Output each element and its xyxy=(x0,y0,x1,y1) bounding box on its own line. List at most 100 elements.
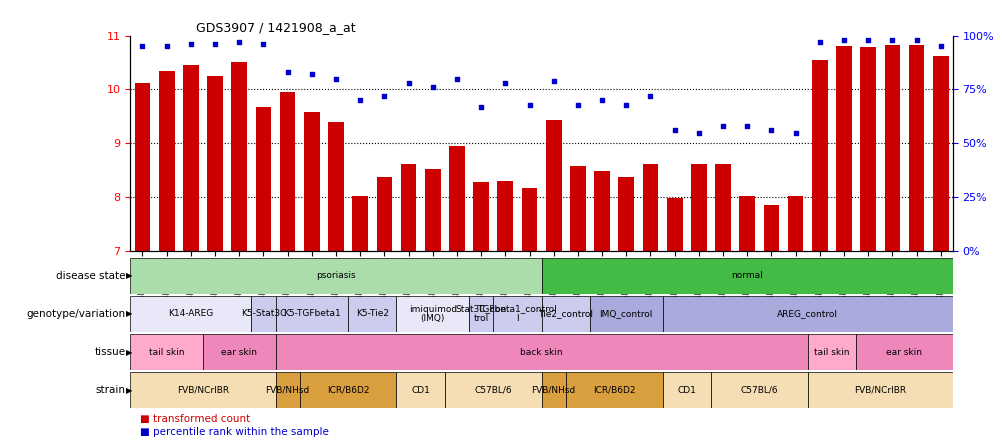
Text: ear skin: ear skin xyxy=(221,348,257,357)
Text: normal: normal xyxy=(730,271,763,280)
Point xyxy=(738,123,755,130)
Text: tail skin: tail skin xyxy=(148,348,184,357)
Bar xyxy=(276,372,300,408)
Text: ICR/B6D2: ICR/B6D2 xyxy=(327,386,369,395)
Bar xyxy=(541,296,589,332)
Bar xyxy=(541,258,952,294)
Point xyxy=(206,40,222,48)
Text: ICR/B6D2: ICR/B6D2 xyxy=(592,386,635,395)
Bar xyxy=(666,198,681,251)
Point xyxy=(714,123,730,130)
Bar xyxy=(710,372,807,408)
Text: ▶: ▶ xyxy=(126,309,132,318)
Bar xyxy=(376,177,392,251)
Bar xyxy=(812,60,827,251)
Point xyxy=(545,77,561,84)
Bar xyxy=(328,122,344,251)
Bar xyxy=(280,92,296,251)
Text: K5-Stat3C: K5-Stat3C xyxy=(240,309,286,318)
Text: FVB/NHsd: FVB/NHsd xyxy=(266,386,310,395)
Bar xyxy=(256,107,271,251)
Bar xyxy=(182,65,198,251)
Point xyxy=(569,101,585,108)
Text: imiquimod
(IMQ): imiquimod (IMQ) xyxy=(408,305,456,323)
Point xyxy=(304,71,320,78)
Point xyxy=(811,39,827,46)
Text: strain: strain xyxy=(95,385,125,395)
Bar xyxy=(932,56,948,251)
Bar xyxy=(642,164,657,251)
Text: TGFbeta1_control
l: TGFbeta1_control l xyxy=(477,305,557,323)
Text: C57BL/6: C57BL/6 xyxy=(474,386,512,395)
Bar xyxy=(589,296,662,332)
Point xyxy=(328,75,344,82)
Bar xyxy=(130,334,202,370)
Point xyxy=(424,84,440,91)
Bar xyxy=(425,169,440,251)
Text: FVB/NHsd: FVB/NHsd xyxy=(531,386,575,395)
Point xyxy=(835,36,851,44)
Text: psoriasis: psoriasis xyxy=(316,271,356,280)
Bar xyxy=(884,45,900,251)
Point xyxy=(280,69,296,76)
Bar xyxy=(569,166,585,251)
Text: Stat3C_con
trol: Stat3C_con trol xyxy=(455,305,506,323)
Text: back skin: back skin xyxy=(520,348,562,357)
Bar xyxy=(134,83,150,251)
Point xyxy=(231,39,247,46)
Bar xyxy=(304,112,320,251)
Bar xyxy=(276,334,807,370)
Bar xyxy=(738,196,755,251)
Text: genotype/variation: genotype/variation xyxy=(26,309,125,319)
Bar xyxy=(276,296,348,332)
Bar xyxy=(130,296,252,332)
Text: tail skin: tail skin xyxy=(814,348,849,357)
Text: ear skin: ear skin xyxy=(886,348,922,357)
Text: CD1: CD1 xyxy=(411,386,430,395)
Text: IMQ_control: IMQ_control xyxy=(599,309,652,318)
Bar xyxy=(714,164,730,251)
Bar xyxy=(836,46,851,251)
Bar xyxy=(763,206,779,251)
Bar xyxy=(787,196,803,251)
Point xyxy=(497,79,513,87)
Bar xyxy=(252,296,276,332)
Text: ▶: ▶ xyxy=(126,271,132,280)
Bar xyxy=(807,334,856,370)
Text: tissue: tissue xyxy=(94,347,125,357)
Bar xyxy=(348,296,396,332)
Bar xyxy=(396,296,469,332)
Bar xyxy=(856,334,952,370)
Bar xyxy=(473,182,489,251)
Point xyxy=(521,101,537,108)
Point xyxy=(256,40,272,48)
Point xyxy=(617,101,633,108)
Point xyxy=(690,129,706,136)
Bar xyxy=(662,296,952,332)
Text: K14-AREG: K14-AREG xyxy=(168,309,213,318)
Text: Tie2_control: Tie2_control xyxy=(538,309,593,318)
Point xyxy=(908,36,924,44)
Point xyxy=(376,92,392,99)
Text: ▶: ▶ xyxy=(126,386,132,395)
Bar xyxy=(541,372,565,408)
Text: FVB/NCrIBR: FVB/NCrIBR xyxy=(854,386,906,395)
Bar xyxy=(860,48,875,251)
Bar xyxy=(396,372,445,408)
Point xyxy=(642,92,658,99)
Text: K5-TGFbeta1: K5-TGFbeta1 xyxy=(283,309,341,318)
Bar xyxy=(565,372,662,408)
Bar xyxy=(593,171,609,251)
Bar xyxy=(449,146,464,251)
Bar xyxy=(497,181,513,251)
Point xyxy=(763,127,779,134)
Point xyxy=(593,97,609,104)
Bar xyxy=(662,372,710,408)
Point xyxy=(158,43,174,50)
Bar xyxy=(690,164,706,251)
Text: disease state: disease state xyxy=(56,271,125,281)
Bar xyxy=(545,120,561,251)
Text: CD1: CD1 xyxy=(676,386,695,395)
Bar xyxy=(202,334,276,370)
Bar xyxy=(158,71,174,251)
